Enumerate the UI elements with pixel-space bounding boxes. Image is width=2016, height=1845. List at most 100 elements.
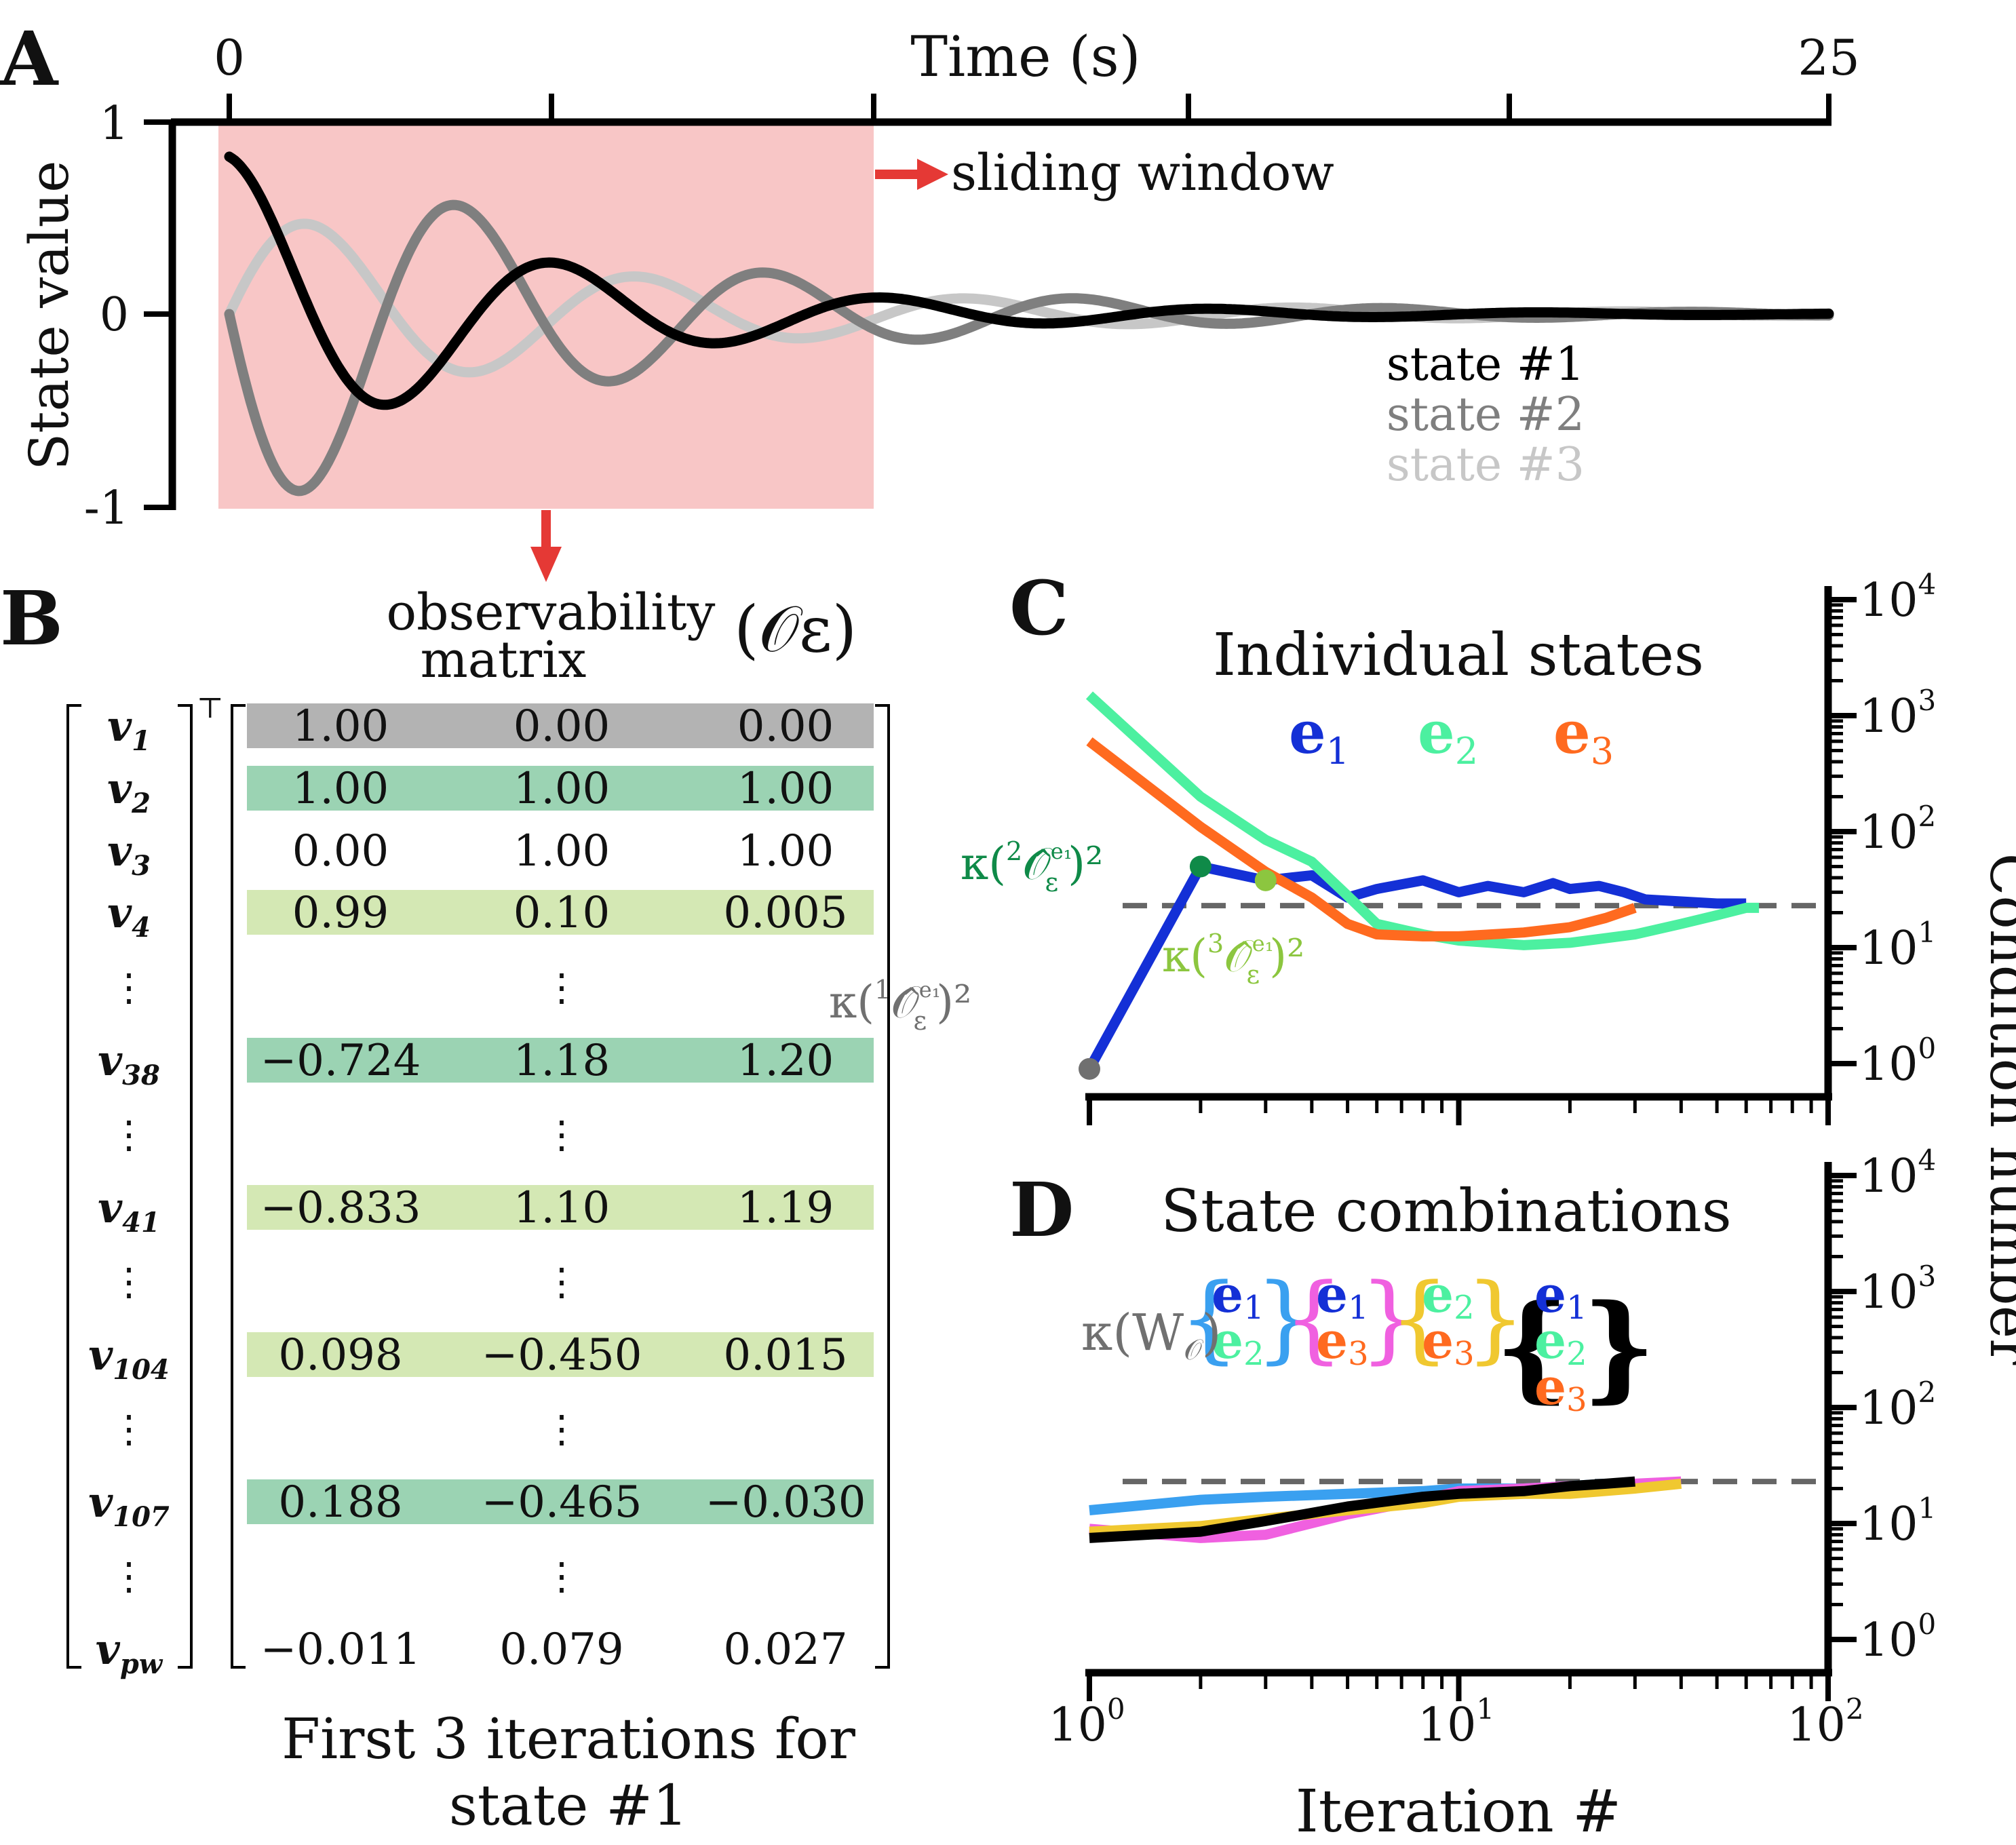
row-label: v104 (88, 1330, 170, 1386)
brace-close: } (1255, 1264, 1315, 1374)
y-tick-exp: 1 (1918, 1492, 1937, 1525)
kappa-symbol: 𝒪̂ (891, 976, 922, 1028)
combo-item-e1: e1 (1534, 1266, 1587, 1327)
y-tick-label: 102 (1859, 800, 1936, 859)
reference-label-main: κ(W (1081, 1304, 1184, 1362)
combo-main: e (1422, 1312, 1454, 1370)
y-tick-label: 101 (1859, 916, 1936, 975)
row-label: vpw (96, 1625, 163, 1680)
combo-main: e (1534, 1266, 1566, 1324)
y-tick-exp: 0 (1918, 1032, 1937, 1065)
shared-x-tick-labels: 100 101 102 (1048, 1692, 1863, 1752)
brace-close: } (1582, 1279, 1656, 1415)
row-label: v3 (107, 826, 151, 882)
legend-sub: 2 (1455, 730, 1478, 773)
kappa-superscript: e₁ (1252, 931, 1274, 956)
brace-open: { (1389, 1264, 1450, 1374)
combo-sub: 3 (1348, 1335, 1369, 1373)
x-tick-exp: 1 (1476, 1692, 1494, 1726)
row-label: v107 (88, 1477, 170, 1533)
combo-main: e (1316, 1312, 1348, 1370)
combo-sub: 1 (1566, 1289, 1587, 1327)
y-tick-exp: 2 (1918, 800, 1937, 833)
row-highlight (247, 1185, 874, 1230)
combo-main: e (1316, 1266, 1348, 1324)
matrix-bracket-close (875, 704, 890, 1669)
matrix-row: v2 1.00 1.00 1.00 (107, 764, 874, 819)
row-label: v1 (107, 701, 151, 757)
combo-item-e3: e3 (1422, 1312, 1475, 1373)
legend-state-3: state #3 (1387, 438, 1585, 492)
row-highlight (247, 703, 874, 748)
kappa-pre-index: 3 (1207, 929, 1224, 958)
matrix-symbol: (𝒪ε) (734, 593, 857, 667)
panel-b-letter: B (0, 575, 63, 662)
matrix-cell: 0.00 (292, 826, 389, 876)
matrix-row: v38 −0.724 1.18 1.20 (98, 1036, 874, 1091)
series--e1-e2-e3- (1089, 1476, 1635, 1543)
row-label-sub: 104 (113, 1354, 170, 1386)
y-tick-label: 103 (1859, 684, 1936, 743)
panel-c-title: Individual states (1213, 621, 1704, 689)
combo-item-e1: e1 (1211, 1266, 1264, 1327)
combo-main: e (1211, 1266, 1243, 1324)
matrix-cell: 0.079 (499, 1625, 623, 1675)
kappa-open: κ( (961, 838, 1006, 890)
combo-sub: 1 (1243, 1289, 1264, 1327)
combo-sub: 2 (1243, 1335, 1264, 1373)
y-tick-label: 104 (1859, 1144, 1936, 1203)
combo-item-e1: e1 (1316, 1266, 1369, 1327)
y-tick-exp: 4 (1918, 568, 1937, 601)
reference-label-sub: 𝒪 (1184, 1333, 1203, 1366)
y-tick-exp: 3 (1918, 1260, 1937, 1293)
matrix-cell: 1.00 (737, 764, 834, 814)
iteration-marker-2 (1189, 855, 1211, 878)
legend-e3: e3 (1553, 699, 1614, 773)
matrix-row: v1 1.00 0.00 0.00 (107, 701, 874, 757)
row-highlight (247, 1479, 874, 1524)
matrix-heading-line1: observability (387, 583, 716, 642)
matrix-cell: 1.00 (737, 826, 834, 876)
matrix-cell: 1.20 (737, 1036, 834, 1086)
row-label: v4 (107, 888, 151, 944)
arrow-head (917, 159, 948, 190)
y-tick-label: 101 (1859, 1492, 1936, 1551)
row-label-sub: 4 (132, 912, 151, 944)
row-label-main: v (88, 1477, 113, 1527)
kappa-annotation-3: κ(3𝒪̂e₁ ε)² (1162, 929, 1304, 990)
y-tick-base: 10 (1859, 806, 1918, 859)
combo-sub: 2 (1566, 1335, 1587, 1373)
panel-a-letter: A (0, 15, 59, 102)
matrix-caption-line2: state #1 (449, 1774, 688, 1838)
matrix-cell: −0.030 (705, 1477, 866, 1528)
kappa-close: )² (936, 976, 971, 1028)
matrix-cell: 1.19 (737, 1183, 834, 1233)
matrix-cell: −0.011 (260, 1625, 421, 1675)
matrix-cell: 0.098 (278, 1330, 402, 1380)
row-highlight (247, 890, 874, 935)
y-tick-base: 10 (1859, 1150, 1918, 1203)
y-tick-base: 10 (1859, 1038, 1918, 1091)
combo-main: e (1422, 1266, 1454, 1324)
sliding-window-label: sliding window (951, 144, 1334, 202)
x-tick-label: 100 (1048, 1692, 1125, 1752)
curve-state-1 (224, 151, 1834, 410)
combo-item-e3: e3 (1316, 1312, 1369, 1373)
kappa-pre-index: 1 (874, 975, 891, 1005)
combo-sub: 2 (1454, 1289, 1475, 1327)
matrix-row: v104 0.098 −0.450 0.015 (88, 1330, 874, 1386)
left-vector-bracket-close (178, 704, 193, 1669)
y-tick-base: 10 (1859, 574, 1918, 627)
reference-label-close: ) (1202, 1304, 1222, 1362)
matrix-cell: −0.724 (260, 1036, 421, 1086)
y-tick-exp: 4 (1918, 1144, 1937, 1177)
ellipsis-vertical: ⋮ (110, 1555, 148, 1599)
matrix-row: vpw −0.011 0.079 0.027 (96, 1625, 848, 1680)
matrix-row: v41 −0.833 1.10 1.19 (98, 1183, 874, 1239)
y-tick-exp: 3 (1918, 684, 1937, 717)
combo-main: e (1534, 1312, 1566, 1370)
